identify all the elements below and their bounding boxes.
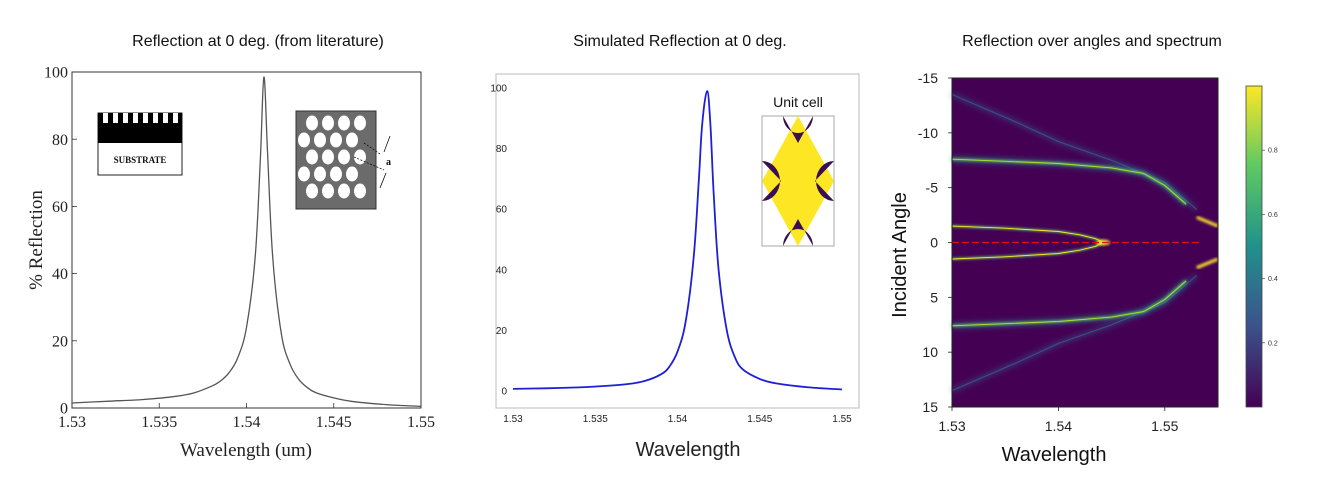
y-tick-label: 80 [496, 144, 508, 155]
panel2-x-label: Wavelength [636, 439, 741, 461]
lattice-hole [314, 166, 326, 182]
y-tick-label: 5 [930, 289, 938, 305]
x-tick-label: 1.545 [747, 414, 772, 425]
lattice-hole [306, 149, 318, 165]
y-tick-label: -10 [918, 125, 938, 141]
heatmap-hotspot [1196, 215, 1219, 228]
x-tick-label: 1.545 [316, 414, 352, 431]
unit-cell-inset: Unit cell [761, 94, 835, 247]
y-tick-label: 20 [52, 333, 68, 350]
heatmap-inner-band-core [951, 225, 1104, 243]
lattice-hole [354, 149, 366, 165]
lattice-hole [338, 183, 350, 199]
panel1-x-ticks: 1.53 1.535 1.54 1.545 1.55 [58, 403, 435, 431]
lattice-hole [314, 132, 326, 148]
substrate-inset: SUBSTRATE [97, 112, 183, 176]
lattice-hole [322, 149, 334, 165]
heatmap-hotspot [1196, 257, 1219, 270]
y-tick-label: 0 [930, 235, 938, 251]
y-tick-label: 40 [52, 266, 68, 283]
lattice-hole [306, 183, 318, 199]
lattice-hole [330, 166, 342, 182]
y-tick-label: 80 [52, 132, 68, 149]
y-tick-label: 40 [496, 265, 508, 276]
lattice-hole [354, 183, 366, 199]
x-tick-label: 1.55 [1151, 418, 1178, 434]
panel3-y-ticks: -15 -10 -5 0 5 10 15 [918, 70, 952, 415]
panel1-series-line [71, 76, 422, 407]
panel2-title: Simulated Reflection at 0 deg. [573, 33, 787, 50]
heatmap-inner-band-core [951, 242, 1104, 260]
lattice-hole [306, 115, 318, 131]
substrate-label: SUBSTRATE [114, 155, 167, 165]
colorbar-tick-label: 0.4 [1268, 276, 1278, 283]
panel3-x-label: Wavelength [1002, 444, 1107, 466]
heatmap-outer-band-core [951, 93, 1198, 211]
panel2-y-ticks: 0 20 40 60 80 100 [490, 84, 508, 398]
x-tick-label: 1.535 [583, 414, 608, 425]
lattice-hole [338, 149, 350, 165]
x-tick-label: 1.55 [407, 414, 435, 431]
unit-cell-label: Unit cell [773, 94, 823, 110]
panel1-y-ticks: 0 20 40 60 80 100 [44, 65, 77, 418]
heatmap-main-band-core [951, 158, 1187, 205]
lattice-hole [354, 115, 366, 131]
y-tick-label: -5 [926, 180, 939, 196]
panel3-x-ticks: 1.53 1.54 1.55 [938, 407, 1179, 434]
y-tick-label: 0 [501, 387, 507, 398]
y-tick-label: 0 [60, 401, 68, 418]
lattice-hole [338, 115, 350, 131]
lattice-hole [298, 132, 310, 148]
panel2-x-ticks: 1.53 1.535 1.54 1.545 1.55 [503, 414, 852, 425]
panel2-series-line [512, 90, 843, 391]
lattice-hole [322, 115, 334, 131]
heatmap-bands [951, 92, 1219, 393]
y-tick-label: 60 [496, 205, 508, 216]
y-tick-label: 100 [44, 65, 68, 82]
lattice-hole [346, 132, 358, 148]
x-tick-label: 1.53 [503, 414, 523, 425]
y-tick-label: 60 [52, 199, 68, 216]
y-tick-label: 10 [922, 344, 938, 360]
x-tick-label: 1.54 [1045, 418, 1072, 434]
panel3-chart: -15 -10 -5 0 5 10 15 1.53 1.54 1.55 Wavelength I… [889, 70, 1278, 466]
x-tick-label: 1.54 [233, 414, 261, 431]
y-tick-label: 15 [922, 399, 938, 415]
lattice-hole [298, 166, 310, 182]
panel1-x-label: Wavelength (um) [180, 440, 312, 461]
y-tick-label: -15 [918, 70, 938, 86]
colorbar-tick-label: 0.6 [1268, 212, 1278, 219]
heatmap-main-band-core [951, 280, 1187, 327]
panel1-y-label: % Reflection [26, 190, 47, 290]
lattice-hole [346, 166, 358, 182]
panel3-y-label: Incident Angle [889, 192, 911, 318]
y-tick-label: 100 [490, 84, 507, 95]
lattice-a-label: a [386, 157, 391, 168]
x-tick-label: 1.55 [832, 414, 852, 425]
panel2-chart: 0 20 40 60 80 100 1.53 1.535 1.54 1.545 1.55 Wave… [490, 73, 860, 461]
panel3-title: Reflection over angles and spectrum [962, 33, 1222, 50]
panel1-title: Reflection at 0 deg. (from literature) [132, 33, 384, 50]
colorbar-tick-label: 0.2 [1268, 340, 1278, 347]
x-tick-label: 1.535 [141, 414, 177, 431]
panel1-chart: 0 20 40 60 80 100 1.53 1.535 1.54 1.545 1.55 Wave… [26, 65, 435, 461]
x-tick-label: 1.54 [668, 414, 688, 425]
lattice-hole [322, 183, 334, 199]
x-tick-label: 1.53 [58, 414, 86, 431]
x-tick-label: 1.53 [938, 418, 965, 434]
heatmap-outer-band-core [951, 274, 1198, 392]
y-tick-label: 20 [496, 326, 508, 337]
colorbar-tick-label: 0.8 [1268, 148, 1278, 155]
colorbar [1245, 85, 1263, 408]
lattice-hole [330, 132, 342, 148]
lattice-inset: a [295, 110, 391, 210]
colorbar-ticks: 0.2 0.4 0.6 0.8 [1262, 148, 1278, 347]
